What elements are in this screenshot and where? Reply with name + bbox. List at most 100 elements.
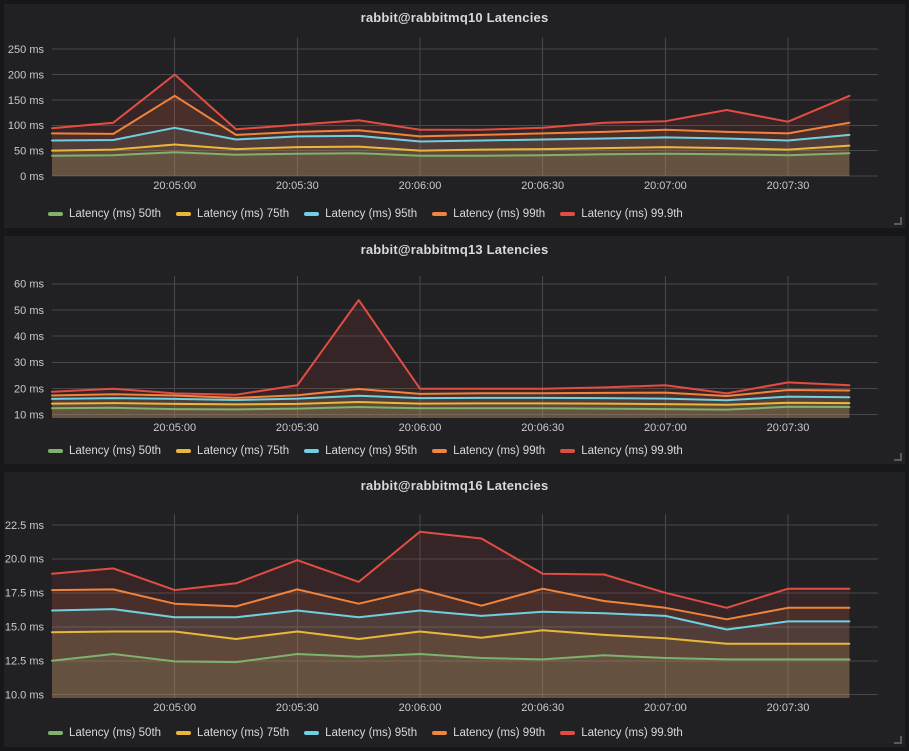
y-axis-tick-label: 250 ms [8, 44, 45, 56]
series-line-latency-ms-95th [51, 126, 851, 143]
x-axis-tick-label: 20:05:00 [153, 180, 196, 192]
panel-rabbitmq16: rabbit@rabbitmq16 Latencies 10.0 ms 12.5 … [4, 472, 905, 747]
legend-swatch-icon [48, 730, 63, 735]
x-axis-tick-label: 20:06:00 [399, 422, 442, 434]
x-axis-tick-label: 20:06:30 [521, 422, 564, 434]
legend-item-latency-ms-50th[interactable]: Latency (ms) 50th [48, 445, 161, 457]
series-fill-latency-ms-75th [52, 144, 850, 176]
y-axis-tick-label: 12.5 ms [5, 656, 45, 668]
legend-label: Latency (ms) 95th [325, 445, 418, 457]
series-line-latency-ms-95th [51, 608, 851, 631]
series-line-latency-ms-95th [51, 394, 851, 402]
legend-swatch-icon [304, 449, 320, 453]
legend-item-latency-ms-99th[interactable]: Latency (ms) 99th [432, 445, 545, 457]
series-fill-latency-ms-95th [52, 395, 850, 418]
legend-swatch-icon [560, 730, 576, 735]
legend-item-latency-ms-99th[interactable]: Latency (ms) 99th [432, 727, 545, 739]
legend-item-latency-ms-75th[interactable]: Latency (ms) 75th [176, 208, 289, 220]
legend-label: Latency (ms) 50th [69, 726, 162, 739]
series-fill-latency-ms-99-9th [52, 74, 850, 176]
panel-resize-handle-icon[interactable] [894, 453, 902, 461]
panel-title[interactable]: rabbit@rabbitmq10 Latencies [360, 9, 549, 25]
x-axis-tick-label: 20:07:00 [644, 702, 687, 714]
legend: Latency (ms) 50th Latency (ms) 75th Latenc… [4, 438, 905, 464]
series-line-latency-ms-75th [51, 143, 851, 152]
y-axis-tick-label: 10 ms [14, 409, 44, 421]
y-axis-tick-label: 10.0 ms [5, 690, 45, 702]
y-axis-tick-label: 50 ms [14, 145, 44, 157]
legend-item-latency-ms-50th[interactable]: Latency (ms) 50th [48, 727, 161, 739]
y-axis-tick-label: 50 ms [14, 305, 44, 317]
legend-item-latency-ms-99-9th[interactable]: Latency (ms) 99.9th [560, 445, 683, 457]
x-axis-tick-label: 20:05:00 [153, 702, 196, 714]
x-axis-tick-label: 20:07:30 [767, 180, 810, 192]
legend-item-latency-ms-99th[interactable]: Latency (ms) 99th [432, 208, 545, 220]
y-axis-tick-label: 30 ms [14, 357, 44, 369]
series-line-latency-ms-99th [51, 94, 851, 138]
legend-swatch-icon [304, 212, 320, 216]
series-line-latency-ms-99-9th [51, 299, 851, 396]
legend-swatch-icon [176, 212, 192, 216]
series-line-latency-ms-99th [51, 587, 851, 621]
x-axis-tick-label: 20:06:30 [521, 702, 564, 714]
legend-label: Latency (ms) 95th [325, 208, 418, 220]
graph-canvas[interactable]: 10 ms 20 ms 30 ms 40 ms 50 ms 60 ms 20:05:00 20… [4, 262, 905, 438]
graph-canvas[interactable]: 0 ms 50 ms 100 ms 150 ms 200 ms 250 ms 20:05:0… [4, 30, 905, 200]
x-axis-tick-label: 20:07:00 [644, 422, 687, 434]
x-axis-tick-label: 20:05:30 [276, 180, 319, 192]
legend-swatch-icon [176, 449, 192, 453]
panel-resize-handle-icon[interactable] [894, 217, 902, 225]
legend-item-latency-ms-95th[interactable]: Latency (ms) 95th [304, 208, 417, 220]
panel-resize-handle-icon[interactable] [894, 736, 902, 744]
legend-label: Latency (ms) 50th [69, 445, 162, 457]
legend-item-latency-ms-95th[interactable]: Latency (ms) 95th [304, 445, 417, 457]
legend-label: Latency (ms) 75th [197, 726, 290, 739]
legend-swatch-icon [304, 730, 320, 735]
series-fill-latency-ms-99-9th [52, 300, 850, 418]
series-fill-latency-ms-75th [52, 402, 850, 418]
y-axis-tick-label: 0 ms [20, 171, 44, 183]
series-line-latency-ms-99-9th [51, 73, 851, 131]
series-line-latency-ms-99-9th [51, 530, 851, 609]
legend-swatch-icon [432, 730, 448, 735]
legend: Latency (ms) 50th Latency (ms) 75th Latenc… [4, 718, 905, 747]
legend-item-latency-ms-99-9th[interactable]: Latency (ms) 99.9th [560, 727, 683, 739]
panel-title[interactable]: rabbit@rabbitmq13 Latencies [360, 241, 549, 257]
y-axis-tick-label: 17.5 ms [5, 588, 45, 600]
legend-label: Latency (ms) 99.9th [581, 445, 683, 457]
y-axis-tick-label: 60 ms [14, 279, 44, 291]
panel-title[interactable]: rabbit@rabbitmq16 Latencies [360, 477, 549, 493]
graph-canvas[interactable]: 10.0 ms 12.5 ms 15.0 ms 17.5 ms 20.0 ms 22.5 … [4, 498, 905, 718]
y-axis-tick-label: 20.0 ms [5, 554, 45, 566]
x-axis-tick-label: 20:06:00 [399, 702, 442, 714]
series-fill-latency-ms-50th [52, 152, 850, 176]
legend: Latency (ms) 50th Latency (ms) 75th Latenc… [4, 200, 905, 228]
legend-label: Latency (ms) 95th [325, 726, 418, 739]
legend-item-latency-ms-75th[interactable]: Latency (ms) 75th [176, 445, 289, 457]
series-line-latency-ms-50th [51, 151, 851, 157]
legend-swatch-icon [432, 212, 448, 216]
legend-item-latency-ms-95th[interactable]: Latency (ms) 95th [304, 727, 417, 739]
x-axis-tick-label: 20:06:00 [399, 180, 442, 192]
x-axis-tick-label: 20:05:30 [276, 422, 319, 434]
legend-swatch-icon [48, 212, 63, 216]
legend-swatch-icon [176, 730, 192, 735]
series-line-latency-ms-75th [51, 401, 851, 406]
legend-label: Latency (ms) 99th [453, 445, 546, 457]
legend-item-latency-ms-99-9th[interactable]: Latency (ms) 99.9th [560, 208, 683, 220]
legend-swatch-icon [432, 449, 448, 453]
legend-swatch-icon [560, 449, 576, 453]
y-axis-tick-label: 100 ms [8, 120, 45, 132]
legend-item-latency-ms-75th[interactable]: Latency (ms) 75th [176, 727, 289, 739]
series-fill-latency-ms-95th [52, 609, 850, 698]
x-axis-tick-label: 20:07:00 [644, 180, 687, 192]
x-axis-tick-label: 20:07:30 [767, 422, 810, 434]
legend-label: Latency (ms) 50th [69, 208, 162, 220]
y-axis-tick-label: 22.5 ms [5, 520, 45, 532]
x-axis-tick-label: 20:06:30 [521, 180, 564, 192]
series-fill-latency-ms-95th [52, 127, 850, 176]
series-line-latency-ms-75th [51, 629, 851, 645]
legend-item-latency-ms-50th[interactable]: Latency (ms) 50th [48, 208, 161, 220]
y-axis-tick-label: 200 ms [8, 69, 45, 81]
